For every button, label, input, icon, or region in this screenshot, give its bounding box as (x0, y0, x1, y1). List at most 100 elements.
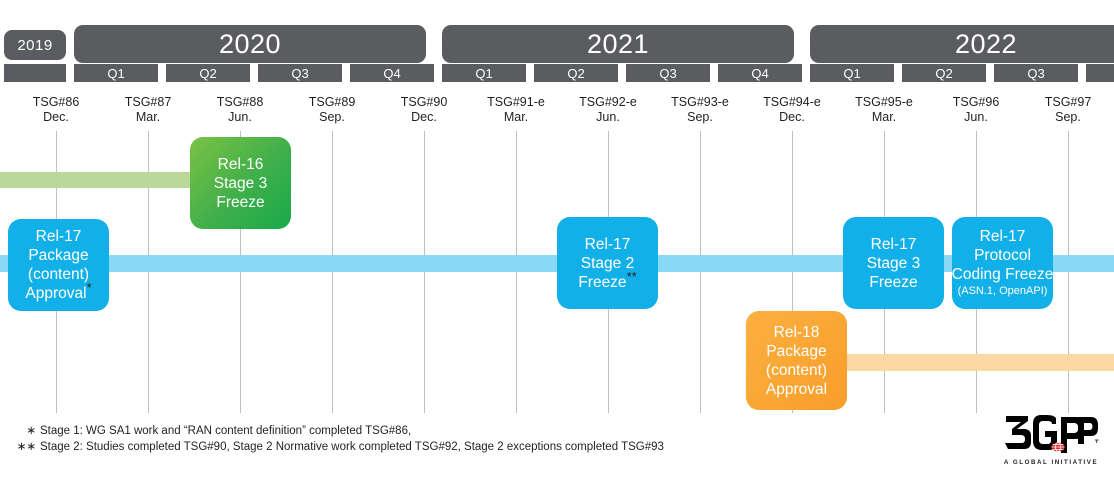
rel17-stage2-freeze[interactable]: Rel-17 Stage 2 Freeze** (557, 217, 658, 309)
box-line: Package (28, 247, 89, 264)
year-block-2019: 2019 (4, 30, 66, 60)
3gpp-logo: A GLOBAL INITIATIVE (1002, 414, 1100, 476)
gridline (148, 131, 149, 413)
box-line: Rel-16 (217, 155, 264, 173)
gridline (332, 131, 333, 413)
3gpp-globe-icon (1051, 442, 1065, 452)
quarter-block-4: Q4 (350, 64, 434, 82)
tsg-meeting-label: TSG#97 Sep. (1022, 95, 1114, 125)
tsg-meeting-month: Sep. (1055, 110, 1081, 124)
logo-tagline: A GLOBAL INITIATIVE (1003, 459, 1099, 466)
footnote-marker: ∗∗ (16, 441, 36, 453)
tsg-meeting-month: Sep. (319, 110, 345, 124)
tsg-meeting-label: TSG#87 Mar. (102, 95, 194, 125)
tsg-meeting-label: TSG#86 Dec. (10, 95, 102, 125)
box-line: Rel-18 (773, 323, 820, 341)
quarter-block-11: Q3 (994, 64, 1078, 82)
tsg-meeting-month: Mar. (135, 110, 161, 124)
quarter-block-5: Q1 (442, 64, 526, 82)
rel16-bar (0, 172, 200, 188)
box-footnote-marker: * (86, 279, 92, 295)
tsg-meeting-name: TSG#94-e (763, 95, 821, 109)
footnote-text: Stage 2: Studies completed TSG#90, Stage… (40, 441, 664, 453)
box-line: Rel-17 (584, 235, 631, 253)
box-line-with-marker: Freeze** (578, 269, 636, 292)
footnote-row: ∗ Stage 1: WG SA1 work and “RAN content d… (14, 423, 664, 439)
rel17-stage3-freeze[interactable]: Rel-17 Stage 3 Freeze (843, 217, 944, 309)
tsg-meeting-month: Jun. (596, 110, 620, 124)
box-line-with-marker: Approval* (25, 281, 91, 303)
tsg-meeting-name: TSG#93-e (671, 95, 729, 109)
tsg-meeting-label: TSG#90 Dec. (378, 95, 470, 125)
box-line: Approval (765, 380, 828, 398)
box-line: (content) (765, 361, 828, 379)
gridline (1068, 131, 1069, 413)
tsg-meeting-month: Mar. (871, 110, 897, 124)
tsg-meeting-label: TSG#88 Jun. (194, 95, 286, 125)
tsg-meeting-name: TSG#97 (1044, 95, 1092, 109)
tsg-meeting-month: Jun. (228, 110, 252, 124)
tsg-meeting-name: TSG#90 (400, 95, 448, 109)
quarter-block-6: Q2 (534, 64, 618, 82)
tsg-meeting-name: TSG#87 (124, 95, 172, 109)
tsg-meeting-name: TSG#88 (216, 95, 264, 109)
footnote-row: ∗∗ Stage 2: Studies completed TSG#90, Sta… (14, 439, 664, 455)
tsg-meeting-name: TSG#92-e (579, 95, 637, 109)
box-line: Rel-17 (35, 228, 82, 245)
tsg-meeting-month: Mar. (503, 110, 529, 124)
rel17-protocol-coding-freeze[interactable]: Rel-17 Protocol Coding Freeze (ASN.1, OpenA… (952, 217, 1053, 309)
footnote-text: Stage 1: WG SA1 work and “RAN content de… (40, 425, 412, 437)
tsg-meeting-label: TSG#93-e Sep. (654, 95, 746, 125)
quarter-block-10: Q2 (902, 64, 986, 82)
gridline (516, 131, 517, 413)
rel17-package-approval[interactable]: Rel-17 Package (content) Approval* (8, 219, 109, 311)
tsg-meeting-label: TSG#95-e Mar. (838, 95, 930, 125)
box-line: Package (766, 342, 827, 360)
box-line: Stage 2 (580, 254, 635, 272)
year-block-2022: 2022 (810, 25, 1114, 63)
box-line: Freeze (216, 193, 265, 211)
box-footnote-marker: ** (626, 268, 637, 284)
gridline (424, 131, 425, 413)
tsg-meeting-label: TSG#92-e Jun. (562, 95, 654, 125)
quarter-block-2: Q2 (166, 64, 250, 82)
gridline (700, 131, 701, 413)
gridline (240, 131, 241, 413)
quarter-block-9: Q1 (810, 64, 894, 82)
quarter-block-7: Q3 (626, 64, 710, 82)
tsg-meeting-label: TSG#91-e Mar. (470, 95, 562, 125)
gridline (792, 131, 793, 413)
rel18-bar (780, 354, 1114, 371)
tsg-meeting-name: TSG#95-e (855, 95, 913, 109)
year-block-2020: 2020 (74, 25, 426, 63)
box-line: Approval (25, 285, 87, 302)
rel18-package-approval[interactable]: Rel-18 Package (content) Approval (746, 311, 847, 410)
tsg-meeting-month: Jun. (964, 110, 988, 124)
box-line: Stage 3 (213, 174, 268, 192)
year-block-2021: 2021 (442, 25, 794, 63)
tsg-meeting-label: TSG#94-e Dec. (746, 95, 838, 125)
quarter-block-1: Q1 (74, 64, 158, 82)
tsg-meeting-month: Dec. (411, 110, 437, 124)
footnotes: ∗ Stage 1: WG SA1 work and “RAN content d… (14, 423, 664, 455)
quarter-block-0 (4, 64, 66, 82)
tsg-meeting-name: TSG#91-e (487, 95, 545, 109)
tsg-meeting-label: TSG#89 Sep. (286, 95, 378, 125)
box-line: Protocol (974, 247, 1031, 264)
3gpp-logo-mark (1005, 415, 1099, 453)
box-line: Rel-17 (870, 235, 917, 253)
box-line: Freeze (869, 273, 918, 291)
box-line: Stage 3 (866, 254, 921, 272)
box-line: Coding Freeze (951, 266, 1054, 283)
quarter-block-3: Q3 (258, 64, 342, 82)
tsg-meeting-name: TSG#86 (32, 95, 80, 109)
tsg-meeting-month: Sep. (687, 110, 713, 124)
box-subtext: (ASN.1, OpenAPI) (957, 285, 1048, 297)
box-line: Rel-17 (979, 228, 1026, 245)
quarter-block-8: Q4 (718, 64, 802, 82)
tsg-meeting-label: TSG#96 Jun. (930, 95, 1022, 125)
quarter-block-12 (1086, 64, 1114, 82)
rel16-stage3-freeze[interactable]: Rel-16 Stage 3 Freeze (190, 137, 291, 229)
box-line: (content) (27, 266, 90, 283)
